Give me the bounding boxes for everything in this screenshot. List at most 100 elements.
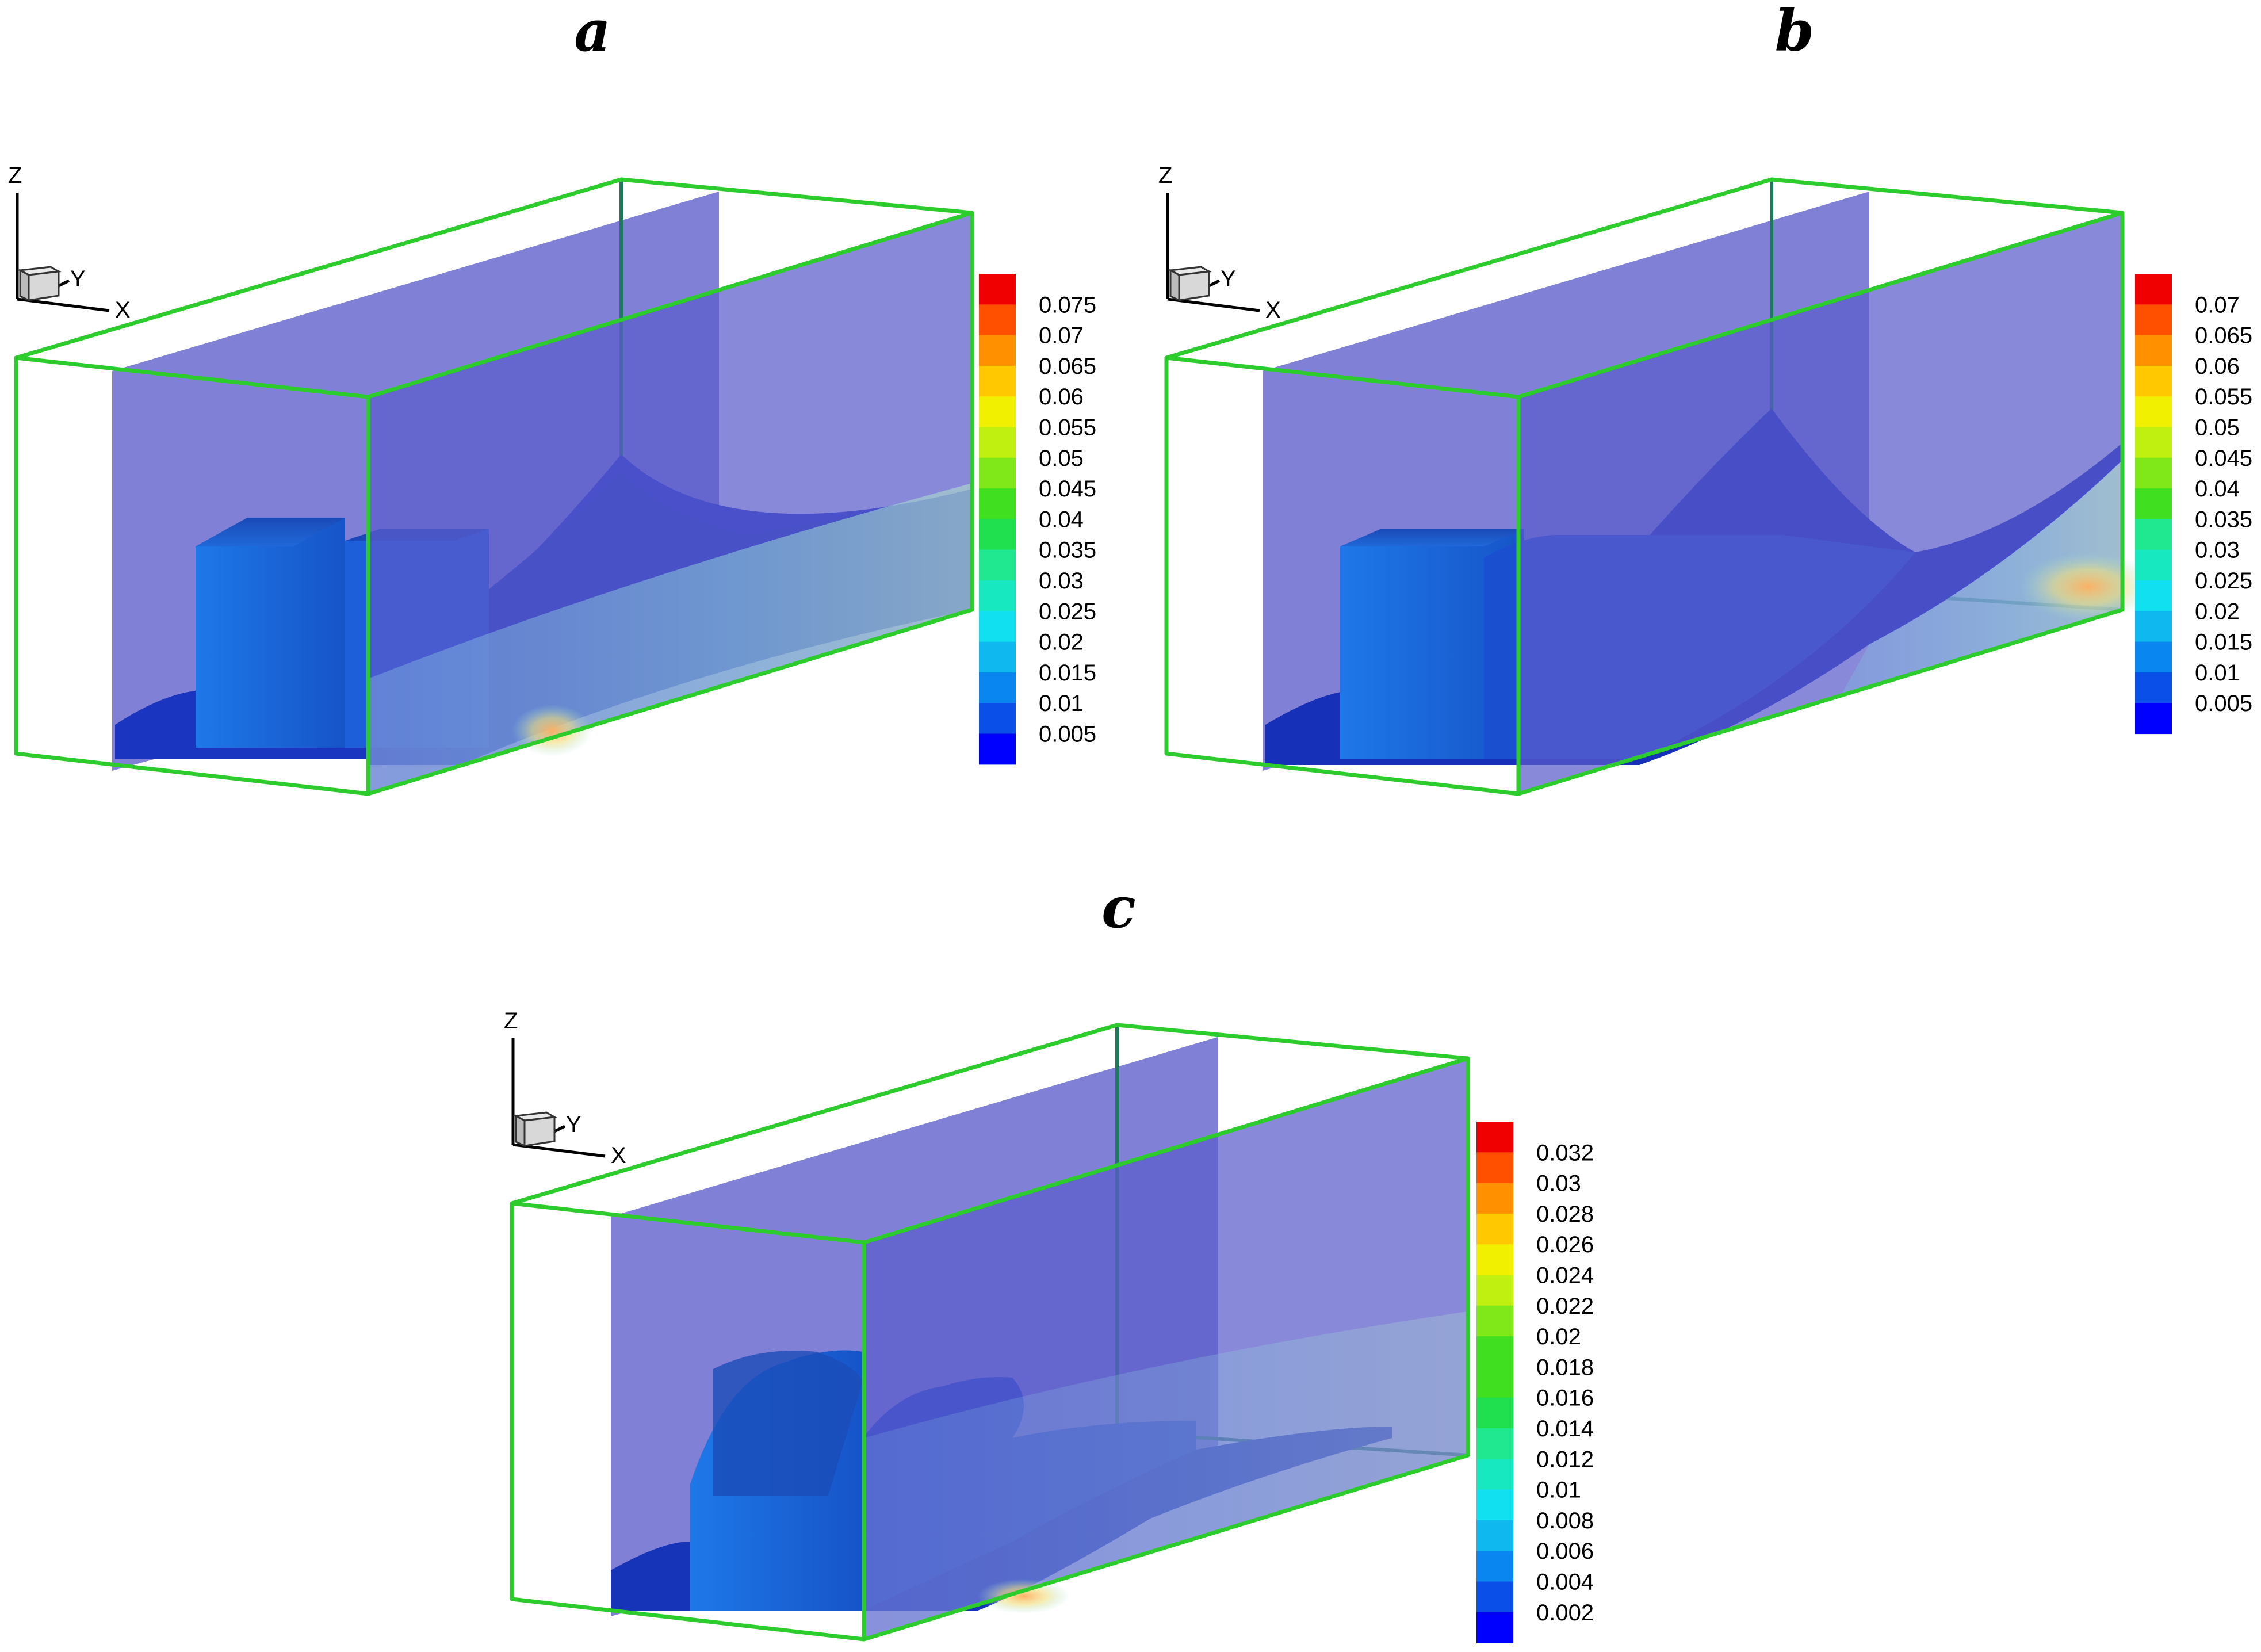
colorbar-tick-label: 0.05 [2195,415,2240,441]
colorbar-tick-label: 0.055 [2195,384,2252,410]
colorbar-tick-label: 0.032 [1536,1140,1594,1165]
colorbar-tick-label: 0.01 [1039,691,1084,716]
contour-overlay [1841,460,2122,696]
obstacle-block-1-top [1340,529,1524,546]
y-axis-label: Y [70,266,86,292]
colorbar-tick-label: 0.015 [1039,660,1096,686]
x-axis-line [17,297,110,312]
colorbar-tick-label: 0.075 [1039,292,1096,318]
colorbar-tick-label: 0.012 [1536,1447,1594,1472]
colorbar-swatch [2135,457,2172,489]
colorbar-swatch [979,274,1016,305]
colorbar-swatch [979,457,1016,489]
colorbar-tick-label: 0.03 [2195,538,2240,563]
colorbar-swatch [979,611,1016,643]
colorbar-tick-label: 0.025 [1039,599,1096,624]
colorbar-swatch [979,365,1016,397]
colorbar-swatch [1476,1122,1513,1153]
colorbar-swatch [1476,1489,1513,1521]
panel-a: a Z Y X [8,0,1096,796]
colorbar-tick-label: 0.065 [1039,354,1096,379]
colorbar-tick-label: 0.02 [1039,630,1084,655]
colorbar-tick-label: 0.03 [1039,568,1084,594]
colorbar-swatch [1476,1551,1513,1582]
colorbar-swatch [1476,1305,1513,1337]
x-axis-label: X [115,297,131,323]
colorbar-tick-label: 0.018 [1536,1355,1594,1380]
orientation-cube-icon [1168,266,1212,302]
colorbar-tick-label: 0.026 [1536,1232,1594,1257]
panel-a-label: a [574,0,611,64]
panel-b-label: b [1775,0,1815,64]
x-axis-line [512,1143,606,1158]
colorbar-swatch [979,427,1016,458]
colorbar-c: 0.032 0.03 0.028 0.026 0.024 0.022 0.02 0.018 0.… [1476,1122,1594,1643]
colorbar-swatch [1476,1367,1513,1398]
colorbar-swatch [1476,1213,1513,1245]
colorbar-tick-label: 0.025 [2195,568,2252,594]
panel-b-axis-triad: Z Y X [1158,163,1281,323]
colorbar-swatch [2135,611,2172,643]
colorbar-tick-label: 0.008 [1536,1508,1594,1534]
colorbar-swatch [979,396,1016,428]
colorbar-tick-label: 0.004 [1536,1570,1594,1595]
x-axis-label: X [611,1143,626,1168]
colorbar-swatch [979,335,1016,366]
colorbar-tick-label: 0.035 [1039,538,1096,563]
colorbar-swatch [1476,1612,1513,1643]
panel-a-axis-triad: Z Y X [8,163,131,323]
x-axis-label: X [1265,297,1281,323]
colorbar-tick-label: 0.065 [2195,323,2252,349]
colorbar-swatch [1476,1459,1513,1490]
contour-overlay [864,1311,1468,1639]
colorbar-swatch [2135,580,2172,611]
y-axis-label: Y [566,1112,581,1137]
z-axis-label: Z [1158,163,1172,188]
colorbar-tick-label: 0.05 [1039,446,1084,471]
panel-c-axis-triad: Z Y X [504,1008,626,1168]
colorbar-swatch [979,549,1016,581]
colorbar-swatch [2135,396,2172,428]
panel-c-label: c [1101,875,1136,941]
colorbar-swatch [2135,274,2172,305]
colorbar-tick-label: 0.005 [1039,722,1096,747]
colorbar-swatch [2135,549,2172,581]
colorbar-swatch [2135,519,2172,550]
colorbar-tick-label: 0.028 [1536,1202,1594,1227]
colorbar-swatch [979,304,1016,336]
x-axis-line [1167,297,1260,312]
colorbar-tick-label: 0.005 [2195,691,2252,716]
colorbar-swatch [1476,1520,1513,1551]
colorbar-tick-label: 0.02 [2195,599,2240,624]
colorbar-swatch [2135,365,2172,397]
colorbar-tick-label: 0.03 [1536,1171,1581,1196]
obstacle-block-1-top [713,1351,863,1496]
colorbar-tick-label: 0.07 [1039,323,1084,349]
obstacle-block-1-top [196,518,345,546]
colorbar-tick-label: 0.002 [1536,1600,1594,1626]
colorbar-swatch [1476,1581,1513,1613]
colorbar-a: 0.075 0.07 0.065 0.06 0.055 0.05 0.045 0.04 0.03… [979,274,1096,765]
colorbar-tick-label: 0.06 [2195,354,2240,379]
panel-b: b Z Y X 0.07 0.065 [1158,0,2252,796]
colorbar-tick-label: 0.07 [2195,292,2240,318]
z-axis-label: Z [504,1008,518,1034]
colorbar-swatch [1476,1336,1513,1367]
colorbar-swatch [979,488,1016,519]
colorbar-tick-label: 0.055 [1039,415,1096,441]
colorbar-tick-label: 0.016 [1536,1386,1594,1411]
colorbar-swatch [979,672,1016,703]
colorbar-tick-label: 0.022 [1536,1294,1594,1319]
colorbar-swatch [2135,304,2172,336]
colorbar-tick-label: 0.01 [1536,1478,1581,1503]
concentration-hotspot [978,1579,1070,1613]
colorbar-tick-label: 0.015 [2195,630,2252,655]
panel-c: c Z Y X 0.032 0.03 [504,875,1594,1643]
colorbar-tick-label: 0.014 [1536,1416,1594,1441]
obstacle-block-1 [196,518,345,748]
obstacle-block-1 [1340,529,1524,759]
colorbar-tick-label: 0.01 [2195,660,2240,686]
y-axis-label: Y [1221,266,1236,292]
colorbar-swatch [1476,1244,1513,1276]
